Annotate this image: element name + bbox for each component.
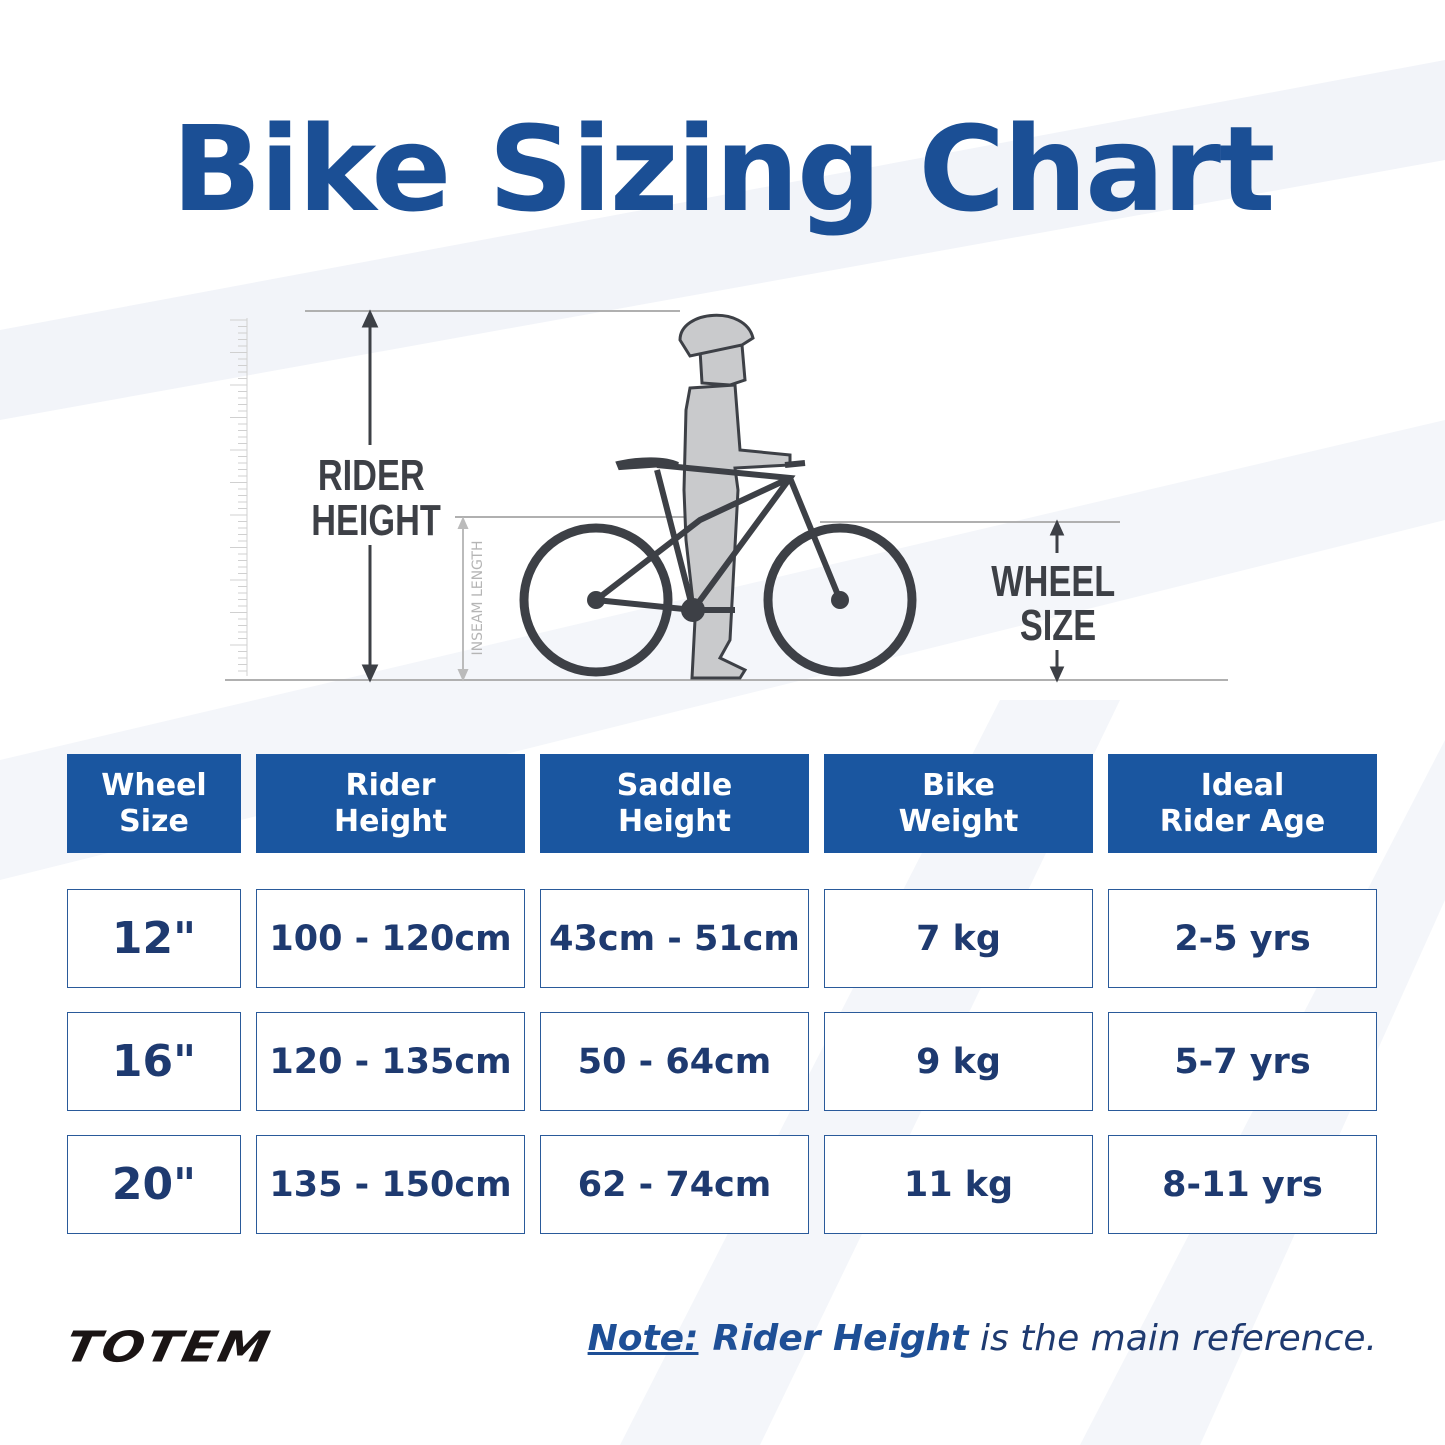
table-cell: 8-11 yrs	[1108, 1135, 1377, 1234]
table-cell: 9 kg	[824, 1012, 1093, 1111]
rider-height-arrow	[361, 309, 379, 683]
wheel-size-cell: 16"	[67, 1012, 241, 1111]
note-prefix: Note:	[587, 1318, 699, 1359]
table-header-cell: Bike Weight	[824, 754, 1093, 853]
wheel-size-cell: 20"	[67, 1135, 241, 1234]
table-header-cell: Ideal Rider Age	[1108, 754, 1377, 853]
rider-height-label: RIDER HEIGHT	[311, 451, 441, 545]
totem-logo: TOTEM	[60, 1322, 276, 1372]
header-line: Ideal	[1200, 767, 1285, 803]
note-text: Note: Rider Height is the main reference.	[588, 1318, 1377, 1359]
header-line: Weight	[898, 803, 1019, 839]
wheel-size-cell: 12"	[67, 889, 241, 988]
inseam-label: INSEAM LENGTH	[470, 541, 486, 656]
table-header-cell: Saddle Height	[540, 754, 809, 853]
sizing-illustration: RIDER HEIGHT INSEAM LENGTH WHEEL SIZE	[225, 309, 1228, 683]
header-line: Height	[334, 803, 447, 839]
table-cell: 7 kg	[824, 889, 1093, 988]
table-header-cell: Rider Height	[256, 754, 525, 853]
child-figure	[678, 313, 792, 680]
ruler	[230, 318, 248, 676]
page-title: Bike Sizing Chart	[171, 100, 1276, 238]
wheel-size-label: WHEEL SIZE	[991, 557, 1124, 650]
table-cell: 43cm - 51cm	[540, 889, 809, 988]
note-rest: is the main reference.	[968, 1318, 1377, 1359]
table-cell: 62 - 74cm	[540, 1135, 809, 1234]
table-header-cell: Wheel Size	[67, 754, 241, 853]
header-line: Rider	[345, 767, 436, 803]
table-cell: 5-7 yrs	[1108, 1012, 1377, 1111]
table-cell: 120 - 135cm	[256, 1012, 525, 1111]
header-line: Size	[119, 803, 189, 839]
table-cell: 135 - 150cm	[256, 1135, 525, 1234]
header-line: Bike	[922, 767, 995, 803]
header-line: Rider Age	[1159, 803, 1326, 839]
header-line: Wheel	[101, 767, 207, 803]
table-cell: 2-5 yrs	[1108, 889, 1377, 988]
bicycle-icon	[519, 457, 917, 677]
table-cell: 50 - 64cm	[540, 1012, 809, 1111]
table-cell: 100 - 120cm	[256, 889, 525, 988]
wheel-size-arrow	[1049, 519, 1065, 683]
note-bold: Rider Height	[712, 1318, 969, 1359]
table-cell: 11 kg	[824, 1135, 1093, 1234]
header-line: Height	[618, 803, 731, 839]
inseam-arrow	[457, 516, 469, 682]
header-line: Saddle	[616, 767, 733, 803]
